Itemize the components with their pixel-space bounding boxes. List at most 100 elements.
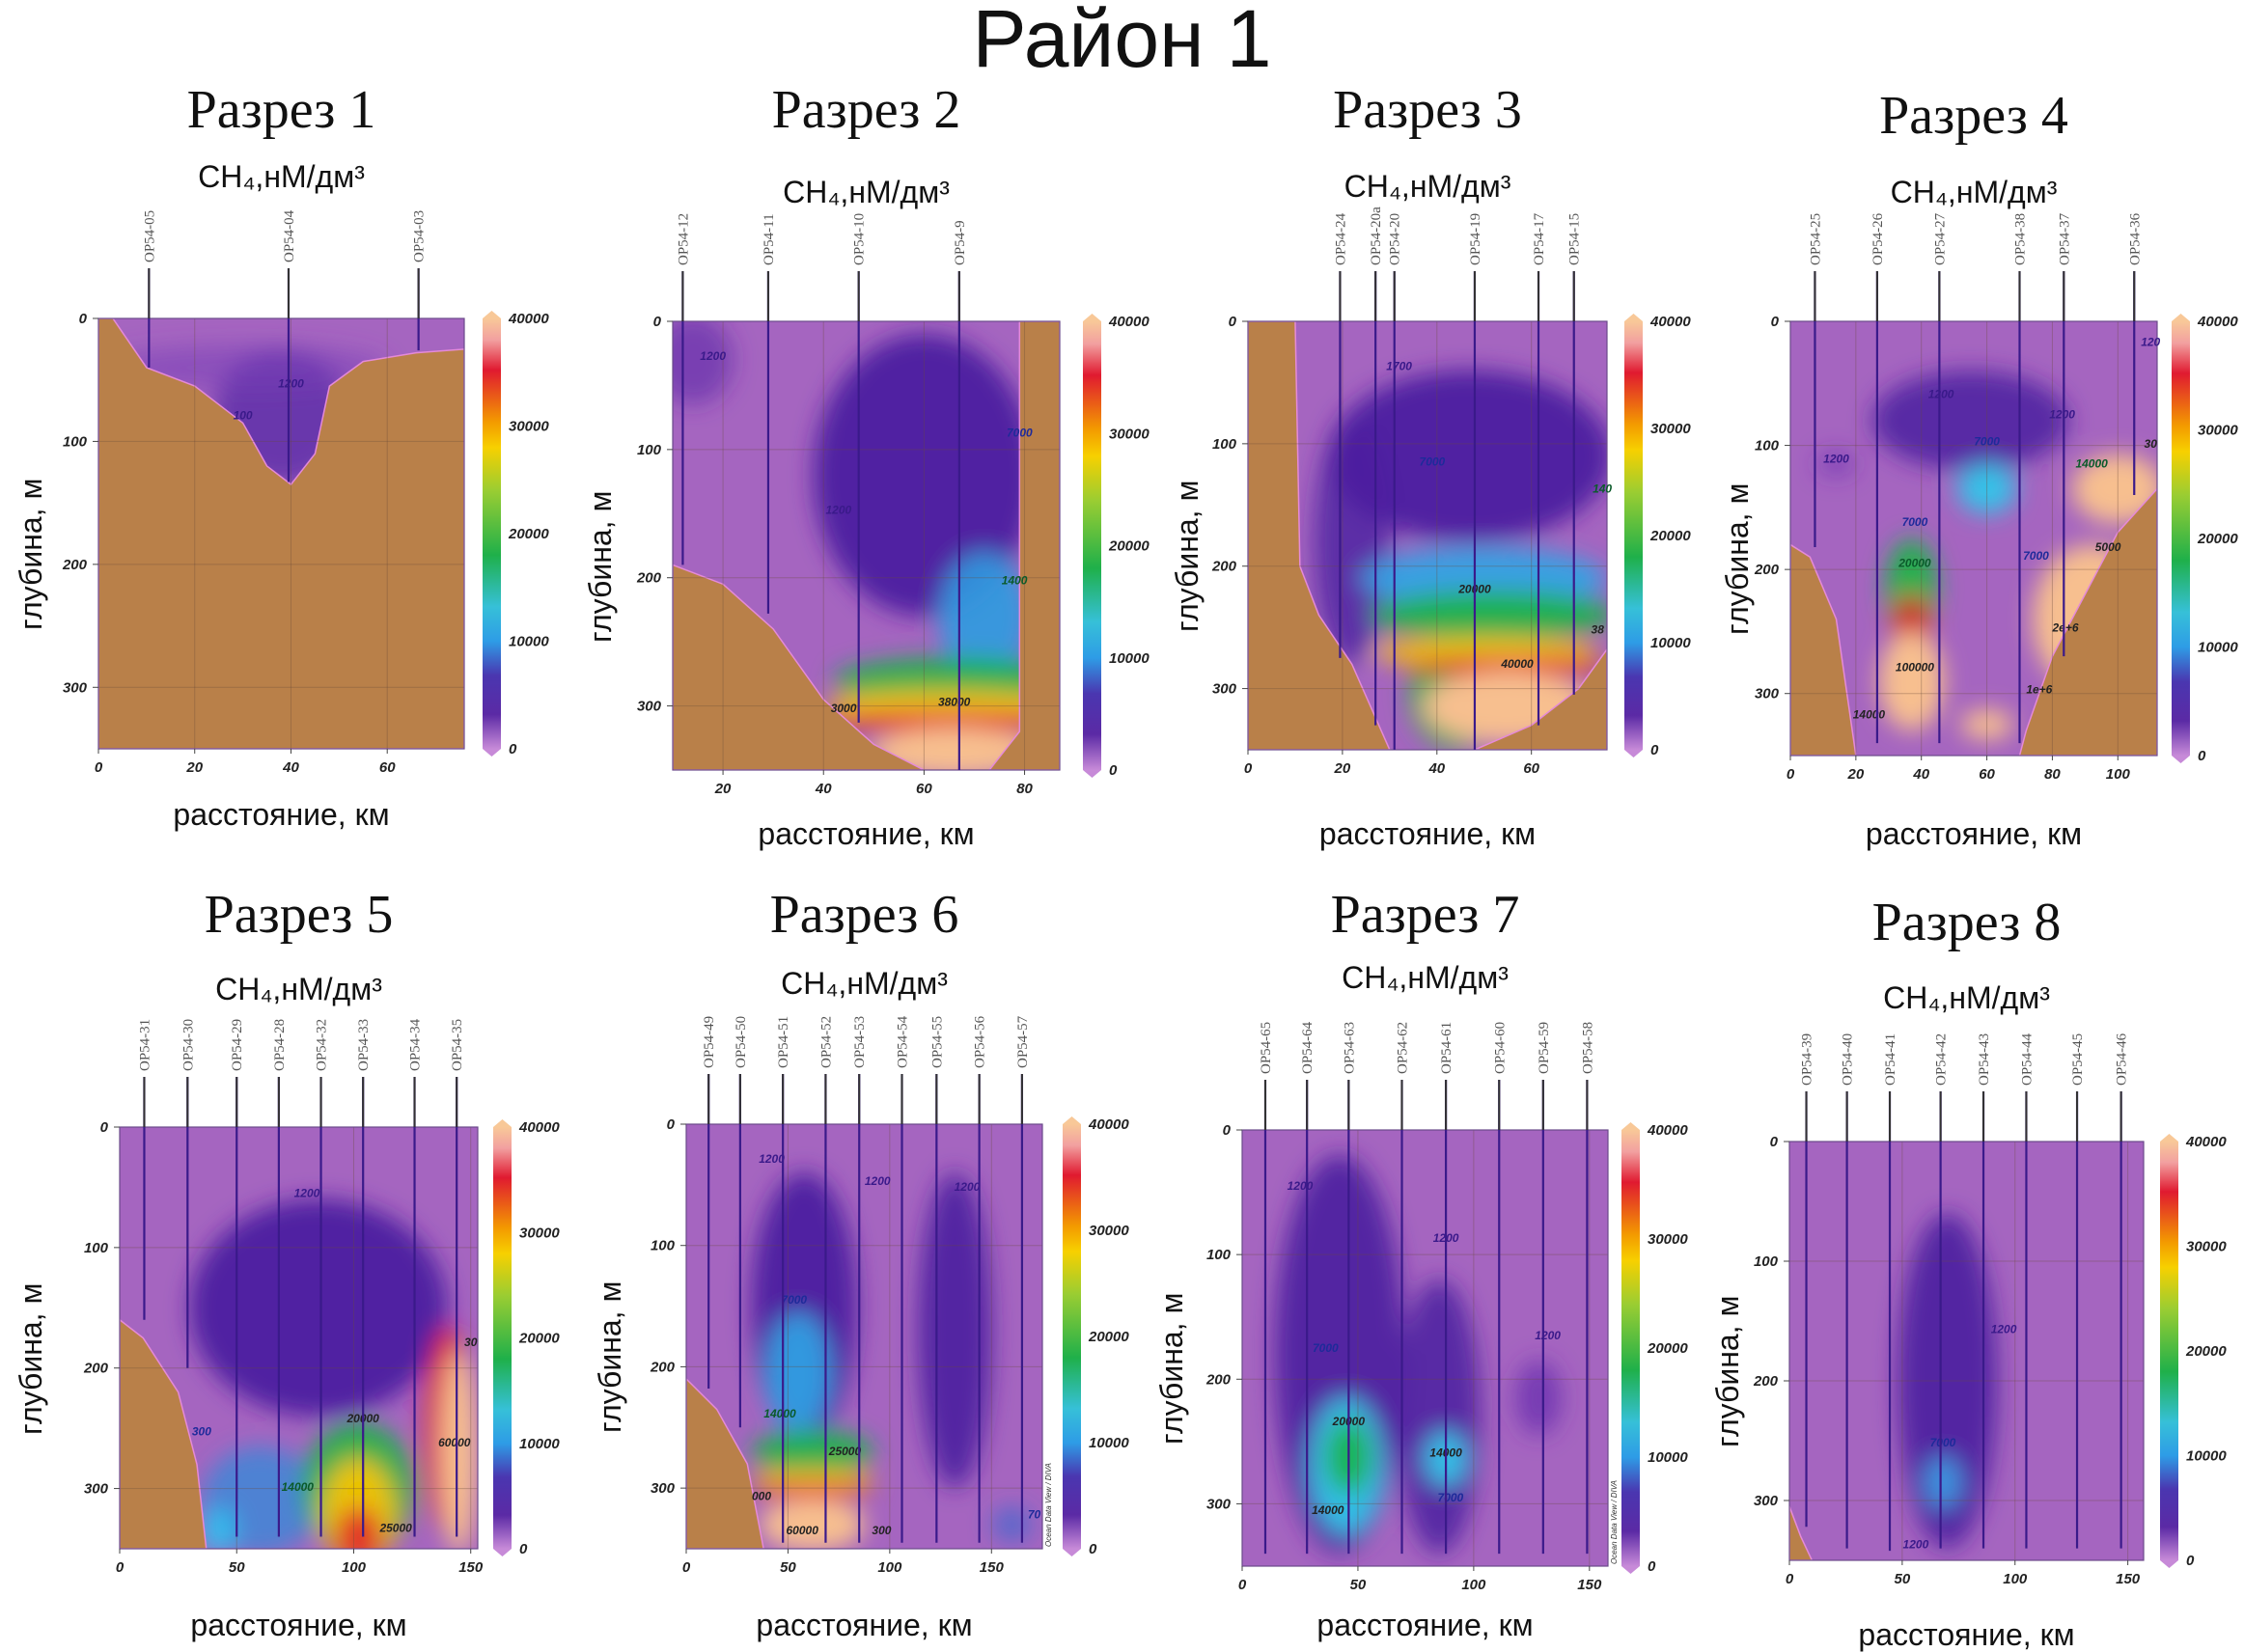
contour-label: 2e+6 [2051,620,2078,634]
concentration-field [1878,631,1945,731]
x-tick-label: 20 [1334,760,1351,777]
colorbar-tick-label: 30000 [509,419,549,435]
station-label: OP54-54 [896,1015,911,1068]
units-label: CH₄,нМ/дм³ [1890,175,2058,209]
x-tick-label: 100 [877,1559,902,1576]
watermark: Ocean Data View / DIVA [1610,1480,1619,1564]
x-tick-label: 50 [1895,1571,1911,1587]
station-label: OP54-53 [852,1016,868,1068]
station-label: OP54-39 [1800,1033,1815,1086]
contour-label: 1200 [700,349,726,363]
colorbar-tick-label: 10000 [1109,650,1150,667]
concentration-field [1403,656,1607,676]
units-label: CH₄,нМ/дм³ [1883,980,2050,1015]
station-label: OP54-42 [1934,1033,1950,1086]
contour-label: 70 [1028,1508,1041,1522]
x-axis-label: расстояние, км [173,797,390,832]
station-label: OP54-28 [272,1019,288,1071]
concentration-field [1898,1213,1998,1549]
colorbar-tick-label: 10000 [2186,1448,2227,1465]
plot-frame [1247,320,1608,751]
contour-label: 1200 [2049,407,2075,421]
station-label: OP54-37 [2057,212,2072,265]
station-label: OP54-60 [1492,1022,1508,1074]
x-tick-label: 150 [458,1559,484,1576]
contour-label: 7000 [1974,435,2000,449]
seabed-land [673,564,925,770]
colorbar-max-arrow [493,1119,512,1127]
y-tick-label: 100 [1755,438,1780,454]
concentration-field [335,1506,382,1549]
contour-label: 300 [192,1425,211,1439]
colorbar: 0 10000 20000 30000 40000 [1083,314,1150,779]
contour-label: 1200 [759,1152,785,1166]
station-label: OP54-57 [1015,1015,1031,1068]
concentration-field [440,1350,478,1549]
colorbar-max-arrow [483,311,501,318]
y-tick-label: 0 [1770,1134,1779,1150]
colorbar-tick-label: 20000 [1647,1340,1688,1357]
section-plot: 1700 7000 140 200 0 0 40000 38 OP54-24 OP54-20a OP… [1211,206,1612,777]
x-tick-label: 150 [980,1559,1005,1576]
y-axis-label: глубина, м [1154,1292,1189,1445]
x-tick-label: 40 [1912,766,1929,783]
y-tick-label: 200 [1205,1371,1232,1388]
contour-label: 300 [872,1524,891,1537]
y-tick-label: 200 [650,1359,676,1375]
x-axis-label: расстояние, км [756,1608,973,1642]
contour-label: 1200 [278,376,304,390]
colorbar-tick-label: 30000 [1648,1231,1688,1248]
units-label: CH₄,нМ/дм³ [198,159,365,194]
units-label: CH₄,нМ/дм³ [781,966,948,1001]
station-label: OP54-58 [1580,1022,1595,1074]
x-tick-label: 0 [1244,760,1253,777]
colorbar-tick-label: 0 [2198,748,2206,764]
contour-label: 1200 [1535,1329,1561,1342]
colorbar-min-arrow [493,1549,512,1556]
section-title: Разрез 3 [1333,80,1522,140]
station-label: OP54-62 [1396,1022,1411,1074]
seabed-land [1789,1505,1814,1560]
station-label: OP54-35 [450,1019,465,1071]
x-tick-label: 50 [229,1559,245,1576]
watermark: Ocean Data View / DIVA [1044,1463,1053,1547]
colorbar-tick-label: 20000 [508,526,549,542]
station-label: OP54-19 [1468,213,1483,265]
contour-label: 38000 [938,696,971,709]
station-label: OP54-9 [953,220,968,265]
station-label: OP54-05 [142,210,157,262]
contour-label: 14000 [2075,457,2108,471]
contour-label: 7000 [1902,515,1928,529]
y-tick-label: 300 [651,1480,676,1497]
y-tick-label: 200 [62,557,88,573]
station-label: OP54-38 [2013,213,2029,265]
contour-label: 14000 [763,1407,796,1420]
contour-label: 1200 [1903,1538,1929,1552]
concentration-field [1960,709,2013,740]
y-tick-label: 100 [1206,1247,1232,1263]
colorbar-gradient [2172,321,2190,756]
colorbar: 0 10000 20000 30000 40000 [1621,1122,1688,1575]
station-label: OP54-17 [1532,212,1547,265]
plot-frame [1241,1129,1609,1567]
colorbar-gradient [493,1127,512,1549]
colorbar-tick-label: 0 [1109,762,1118,779]
contour-label: 7000 [1007,427,1033,440]
station-label: OP54-29 [230,1019,245,1071]
station-label: OP54-11 [762,213,777,265]
station-label: OP54-20a [1369,206,1384,265]
section-plot: 1200120012001207000700020000100000140007… [1754,212,2161,783]
y-tick-label: 0 [79,311,88,327]
x-tick-label: 50 [780,1559,796,1576]
x-axis-label: расстояние, км [1316,1608,1534,1642]
station-label: OP54-04 [282,209,297,262]
concentration-field [189,1198,448,1417]
colorbar-gradient [1083,321,1101,770]
colorbar-tick-label: 10000 [1648,1449,1688,1466]
y-tick-label: 200 [1211,559,1237,575]
station-label: OP54-43 [1977,1033,1992,1086]
y-tick-label: 200 [1753,1373,1779,1390]
colorbar: 0 10000 20000 30000 40000 [1063,1116,1129,1557]
colorbar-max-arrow [1624,314,1643,321]
section-title: Разрез 2 [771,80,961,140]
